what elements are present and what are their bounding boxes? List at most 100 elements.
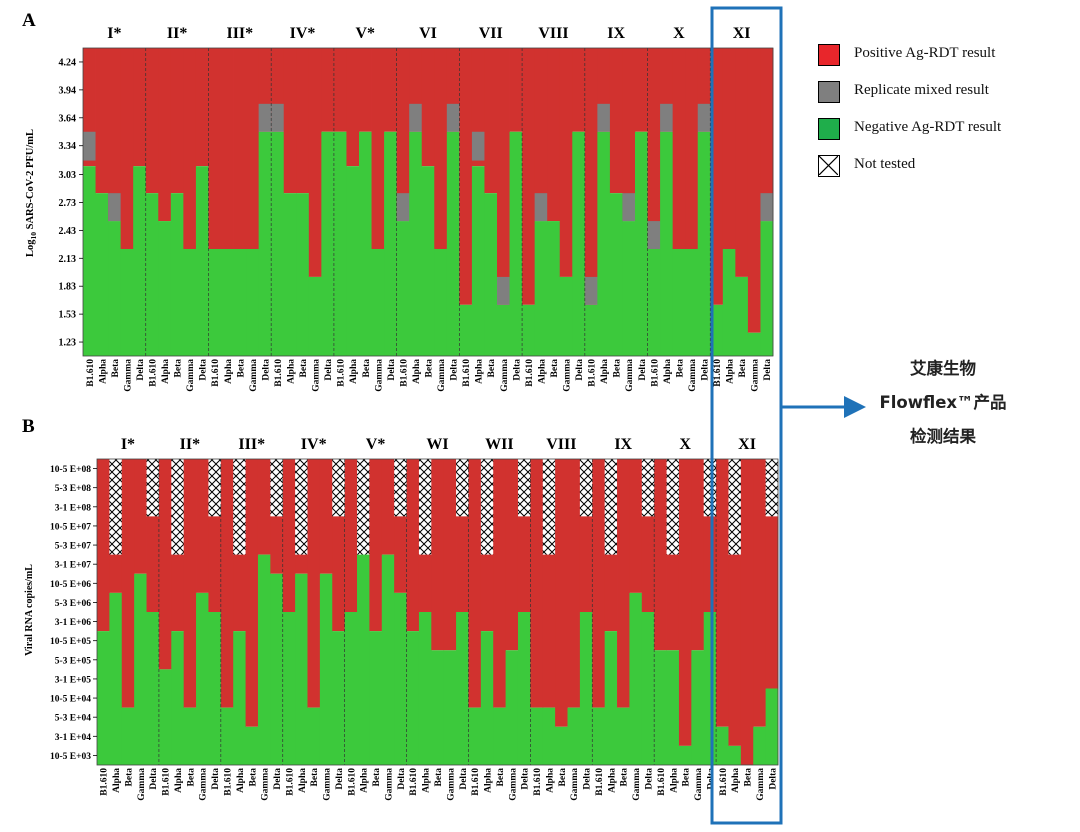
a-bar-positive-III-b1610 (208, 48, 222, 249)
a-bar-positive-VIII-delta (572, 48, 586, 132)
a-x-tick-label: Beta (487, 359, 497, 378)
a-bar-negative-X-gamma (685, 248, 699, 356)
b-bar-negative-V-alpha (357, 554, 370, 765)
a-y-tick-label: 2.43 (59, 226, 77, 237)
a-bar-negative-I-b1610 (83, 166, 96, 356)
b-bar-positive-X-alpha (666, 554, 680, 651)
b-bar-negative-VIII-delta (579, 612, 593, 765)
b-bar-negative-X-delta (703, 612, 717, 765)
a-bar-negative-IV-beta (296, 193, 310, 356)
b-y-tick-label: 5-3 E+06 (55, 599, 92, 609)
a-bar-positive-V-beta (359, 48, 372, 132)
b-bar-negative-I-gamma (134, 573, 147, 765)
b-bar-negative-WII-gamma (505, 650, 519, 765)
b-x-tick-label: Delta (149, 768, 159, 790)
a-bar-positive-II-beta (170, 48, 184, 194)
b-bar-not-tested-IX-alpha (604, 459, 618, 555)
legend-swatch-positive (818, 44, 840, 66)
b-bar-positive-V-gamma (381, 459, 395, 555)
b-bar-positive-III-b1610 (220, 459, 234, 708)
b-bar-positive-IX-beta (617, 459, 630, 708)
b-bar-positive-X-delta (703, 516, 717, 612)
a-bar-negative-VII-b1610 (459, 304, 473, 356)
a-bar-positive-V-alpha (346, 48, 360, 167)
b-group-label: V* (366, 436, 386, 453)
a-bar-mixed-VI-alpha (409, 103, 423, 132)
b-x-tick-label: Delta (335, 768, 345, 790)
b-bar-positive-IX-delta (641, 516, 655, 612)
b-group-label: WI (426, 436, 448, 453)
b-x-tick-label: Beta (310, 768, 320, 787)
b-bar-negative-II-delta (208, 612, 222, 765)
b-bar-positive-XI-gamma (753, 459, 767, 727)
b-x-tick-label: Alpha (112, 768, 122, 793)
b-bar-positive-III-beta (245, 459, 259, 727)
b-x-tick-label: Gamma (446, 768, 456, 801)
a-x-tick-label: Beta (550, 359, 560, 378)
a-x-tick-label: B1.610 (462, 359, 472, 387)
a-bar-positive-II-gamma (183, 48, 197, 249)
b-bar-positive-WI-gamma (443, 459, 457, 651)
b-bar-not-tested-I-delta (146, 459, 160, 517)
a-bar-negative-X-alpha (660, 131, 674, 356)
b-bar-not-tested-IX-delta (641, 459, 655, 517)
b-bar-positive-VIII-beta (555, 459, 568, 727)
a-bar-positive-VII-delta (509, 48, 523, 132)
b-bar-not-tested-WI-delta (456, 459, 469, 517)
a-bar-negative-IV-delta (321, 131, 335, 356)
a-x-tick-label: Beta (111, 359, 121, 378)
legend: Positive Ag-RDT result Replicate mixed r… (818, 44, 1058, 192)
b-bar-positive-IV-gamma (319, 459, 333, 574)
a-bar-negative-IX-alpha (597, 131, 611, 356)
legend-swatch-negative (818, 118, 840, 140)
b-bar-positive-I-b1610 (97, 459, 110, 632)
a-bar-negative-II-beta (170, 193, 184, 356)
b-bar-positive-II-b1610 (158, 459, 172, 670)
b-bar-negative-VIII-alpha (542, 707, 556, 765)
b-x-tick-label: Beta (496, 768, 506, 787)
a-x-tick-label: Delta (450, 359, 460, 381)
b-bar-positive-I-gamma (134, 459, 147, 574)
b-bar-positive-WI-beta (431, 459, 445, 651)
a-bar-negative-VIII-delta (572, 131, 586, 356)
a-x-tick-label: B1.610 (650, 359, 660, 387)
a-bar-mixed-XI-delta (760, 193, 774, 222)
b-bar-negative-X-gamma (691, 650, 705, 765)
b-bar-negative-IV-gamma (319, 573, 333, 765)
a-bar-positive-V-delta (384, 48, 398, 132)
b-bar-positive-X-gamma (691, 459, 705, 651)
a-bar-positive-VIII-gamma (559, 48, 573, 277)
b-x-tick-label: Alpha (298, 768, 308, 793)
b-y-tick-label: 10-5 E+05 (50, 637, 91, 647)
b-bar-positive-IX-b1610 (592, 459, 606, 708)
a-bar-mixed-III-delta (258, 103, 272, 132)
a-bar-negative-II-b1610 (145, 193, 159, 356)
a-bar-mixed-X-alpha (660, 103, 674, 132)
b-x-tick-label: Delta (768, 768, 778, 790)
b-x-tick-label: B1.610 (347, 768, 357, 796)
b-group-label: VIII (546, 436, 576, 453)
a-x-tick-label: Alpha (600, 359, 610, 384)
a-x-tick-label: B1.610 (149, 359, 159, 387)
b-x-tick-label: Gamma (756, 768, 766, 801)
a-bar-negative-V-delta (384, 131, 398, 356)
b-bar-negative-III-b1610 (220, 707, 234, 765)
b-x-tick-label: Alpha (422, 768, 432, 793)
b-bar-positive-II-beta (183, 459, 197, 708)
a-bar-mixed-I-beta (108, 193, 122, 222)
panel-a: A I* II* III* IV* V* VI VII VIII IX X XI 4.24 3.94 3… (22, 10, 774, 392)
legend-swatch-mixed (818, 81, 840, 103)
a-x-tick-label: Gamma (249, 359, 259, 392)
b-bar-negative-III-delta (270, 573, 284, 765)
b-bar-positive-XI-b1610 (716, 459, 729, 727)
a-bar-positive-IV-delta (321, 48, 335, 132)
b-bar-negative-IX-gamma (629, 592, 643, 765)
a-bar-mixed-IV-b1610 (271, 103, 285, 132)
a-bar-negative-VIII-gamma (559, 276, 573, 356)
b-bar-negative-III-beta (245, 726, 259, 765)
b-x-tick-label: B1.610 (162, 768, 172, 796)
a-bar-negative-VII-gamma (497, 304, 510, 356)
panel-a-y-ticks: 4.24 3.94 3.64 3.34 3.03 2.73 2.43 2.13 1.83 1.53… (59, 57, 83, 349)
b-bar-positive-II-gamma (196, 459, 209, 593)
a-x-tick-label: B1.610 (86, 359, 96, 387)
